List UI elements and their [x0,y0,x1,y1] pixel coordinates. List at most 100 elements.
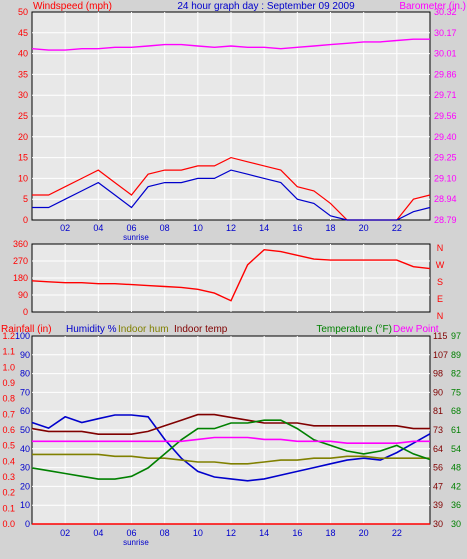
humidity-tick: 60 [20,406,30,416]
top-sunrise-label: sunrise [123,233,149,242]
temp-tick-b: 97 [451,331,461,341]
bottom-sunrise-label: sunrise [123,538,149,547]
mid-compass-letter: S [437,277,443,287]
humidity-tick: 30 [20,463,30,473]
rain-tick: 0.1 [2,503,15,513]
top-left-tick: 15 [18,153,28,163]
rain-tick: 0.0 [2,519,15,529]
top-right-tick: 29.10 [434,173,457,183]
temp-tick-a: 81 [433,406,443,416]
mid-compass-letter: N [437,311,444,321]
mid-compass-letter: E [437,294,443,304]
temp-tick-a: 64 [433,444,443,454]
bottom-x-tick: 22 [392,528,402,538]
dewpoint-line [32,436,430,444]
top-x-tick: 10 [193,223,203,233]
rain-tick: 0.4 [2,456,15,466]
temp-tick-a: 30 [433,519,443,529]
mid-left-tick: 90 [18,290,28,300]
bottom-title-intemp: Indoor temp [174,324,228,335]
top-right-tick: 29.40 [434,132,457,142]
humidity-tick: 100 [15,331,30,341]
top-right-tick: 30.01 [434,49,457,59]
top-left-tick: 20 [18,132,28,142]
temp-tick-b: 75 [451,387,461,397]
top-x-tick: 20 [359,223,369,233]
temp-tick-b: 48 [451,463,461,473]
temp-tick-b: 89 [451,350,461,360]
mid-left-tick: 0 [23,307,28,317]
temp-tick-a: 47 [433,481,443,491]
top-left-tick: 25 [18,111,28,121]
top-left-tick: 10 [18,173,28,183]
top-right-tick: 29.71 [434,90,457,100]
temp-tick-a: 73 [433,425,443,435]
mid-compass-letter: W [436,260,445,270]
top-x-tick: 14 [259,223,269,233]
temp-tick-a: 107 [433,350,448,360]
top-right-tick: 30.32 [434,7,457,17]
humidity-tick: 20 [20,481,30,491]
bottom-title-rain: Rainfall (in) [1,324,52,335]
humidity-tick: 50 [20,425,30,435]
humidity-tick: 90 [20,350,30,360]
top-left-tick: 0 [23,215,28,225]
temp-tick-a: 98 [433,369,443,379]
temp-tick-b: 61 [451,425,461,435]
bottom-x-tick: 02 [60,528,70,538]
temp-tick-b: 54 [451,444,461,454]
humidity-line [31,414,431,482]
top-right-tick: 28.94 [434,194,457,204]
rain-tick: 1.0 [2,362,15,372]
top-right-tick: 30.17 [434,28,457,38]
temp-tick-b: 82 [451,369,461,379]
top-left-tick: 40 [18,49,28,59]
humidity-tick: 0 [25,519,30,529]
mid-left-tick: 270 [13,256,28,266]
temp-tick-a: 90 [433,387,443,397]
bottom-x-tick: 12 [226,528,236,538]
top-x-tick: 16 [292,223,302,233]
temperature-line [31,419,431,480]
indoor-temp-line [31,413,430,435]
bottom-x-tick: 18 [325,528,335,538]
top-title-left: Windspeed (mph) [33,1,112,12]
mid-left-tick: 180 [13,273,28,283]
bottom-x-tick: 04 [93,528,103,538]
bottom-x-tick: 20 [359,528,369,538]
top-left-tick: 50 [18,7,28,17]
winddir-line [31,248,431,302]
temp-tick-b: 68 [451,406,461,416]
top-left-tick: 45 [18,28,28,38]
top-right-tick: 28.79 [434,215,457,225]
bottom-x-tick: 06 [126,528,136,538]
bottom-x-tick: 16 [292,528,302,538]
top-right-tick: 29.56 [434,111,457,121]
temp-tick-a: 39 [433,500,443,510]
bottom-title-hum: Humidity % [66,324,117,335]
rain-tick: 1.2 [2,331,15,341]
top-left-tick: 30 [18,90,28,100]
rain-tick: 0.9 [2,378,15,388]
top-x-tick: 12 [226,223,236,233]
mid-left-tick: 360 [13,239,28,249]
top-x-tick: 06 [126,223,136,233]
windspeed-line [32,169,431,221]
humidity-tick: 80 [20,369,30,379]
bottom-title-temp: Temperature (°F) [316,324,392,335]
top-right-tick: 29.25 [434,153,457,163]
top-left-tick: 35 [18,69,28,79]
top-right-tick: 29.86 [434,69,457,79]
barometer-line [31,38,430,51]
bottom-x-tick: 10 [193,528,203,538]
top-x-tick: 04 [93,223,103,233]
top-x-tick: 02 [60,223,70,233]
temp-tick-b: 30 [451,519,461,529]
mid-compass-letter: N [437,243,444,253]
top-title-right: Barometer (in.) [399,1,466,12]
rain-tick: 0.5 [2,441,15,451]
indoor-humidity-line [32,453,430,465]
humidity-tick: 70 [20,387,30,397]
